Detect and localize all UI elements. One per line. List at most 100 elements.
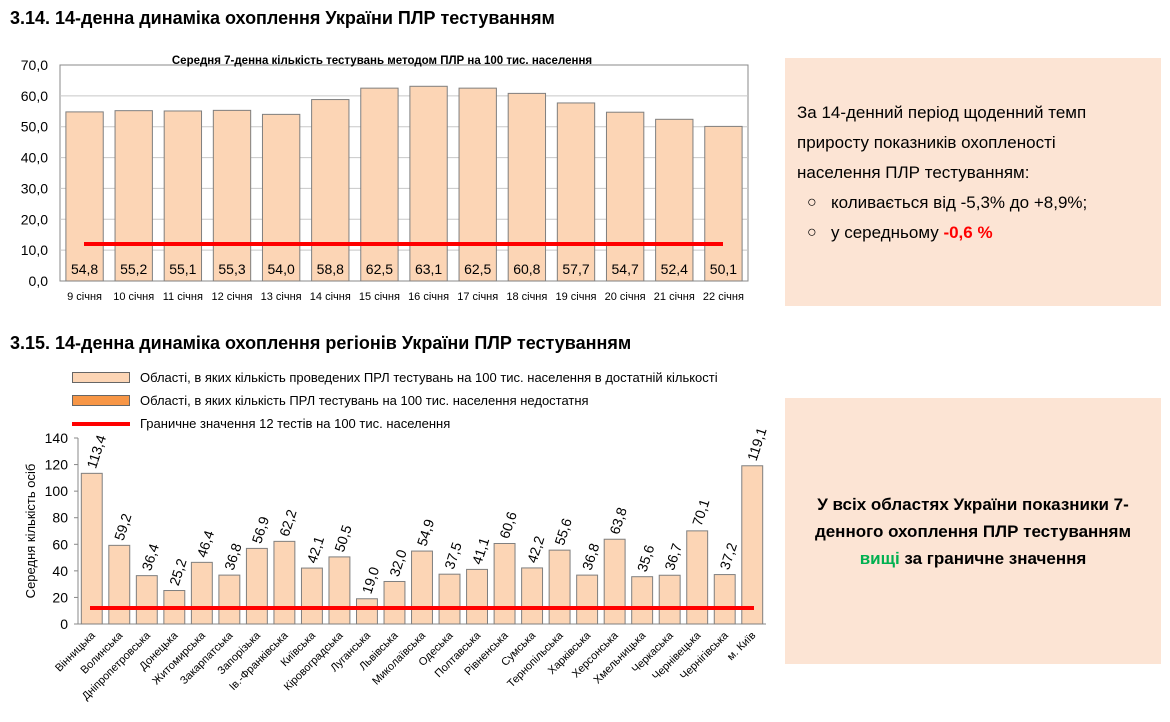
bar [360,87,399,282]
x-tick-label: 12 січня [212,291,253,303]
bar-value-label: 52,4 [661,261,688,277]
x-tick-label: 17 січня [457,291,498,303]
y-tick-label: 0,0 [29,273,49,289]
y-tick-label: 70,0 [21,57,48,73]
bar [493,542,516,625]
x-tick-label: м. Київ [725,630,758,663]
bar [603,538,626,625]
bar-value-label: 113,4 [83,433,109,470]
y-axis-label: Середня кількість осіб [23,464,38,599]
bar [704,125,743,282]
legend-item-insufficient: Області, в яких кількість ПРЛ тестувань … [72,393,589,408]
bar [605,111,645,282]
bar [190,561,213,625]
bar-value-label: 55,1 [169,261,196,277]
bar-value-label: 50,1 [710,261,737,277]
bar [686,530,709,625]
bullet-average-prefix: у середньому [831,223,944,242]
bar-value-label: 42,2 [524,534,548,565]
bar-value-label: 63,8 [606,505,630,536]
y-tick-label: 120 [45,457,69,473]
panel-regions-text: У всіх областях України показники 7-денн… [807,491,1139,572]
bar-value-label: 60,8 [513,261,540,277]
bar-value-label: 54,0 [268,261,295,277]
y-tick-label: 60 [52,536,68,552]
bar-value-label: 56,9 [249,514,273,545]
legend-item-threshold: Граничне значення 12 тестів на 100 тис. … [72,416,450,431]
legend-line-threshold [72,421,130,426]
y-tick-label: 80 [52,510,68,526]
bar [383,580,406,625]
chart-title: Середня 7-денна кількість тестувань мето… [172,55,592,67]
bar-value-label: 25,2 [166,556,190,587]
bar [458,87,497,282]
bar-value-label: 62,2 [276,507,300,538]
bar-value-label: 62,5 [366,261,393,277]
bar [409,85,448,282]
bar-value-label: 63,1 [415,261,442,277]
bar [521,567,544,625]
bar [356,598,378,625]
y-tick-label: 40,0 [21,150,48,166]
bullet-average: ○ у середньому -0,6 % [797,218,1143,248]
panel-regions-part2: за граничне значення [899,548,1087,568]
bar-value-label: 37,5 [441,540,465,571]
legend-item-sufficient: Області, в яких кількість проведених ПРЛ… [72,370,718,385]
bar [114,110,153,282]
bar [713,574,736,625]
bar-value-label: 36,7 [661,541,685,572]
bar [576,574,599,625]
bullet-range: ○ коливається від -5,3% до +8,9%; [797,188,1143,218]
x-tick-label: 10 січня [113,291,154,303]
bar-value-label: 36,4 [138,542,162,573]
summary-panel-regions: У всіх областях України показники 7-денн… [785,398,1161,664]
y-tick-label: 140 [45,430,69,446]
y-tick-label: 50,0 [21,119,48,135]
bar-value-label: 37,2 [716,540,740,571]
bar [507,92,547,282]
bar-value-label: 54,9 [414,517,438,548]
x-tick-label: 15 січня [359,291,400,303]
bar [261,113,301,282]
panel-regions-part1: У всіх областях України показники 7-денн… [814,494,1132,541]
bar-value-label: 46,4 [193,528,217,559]
bar [108,544,131,625]
y-tick-label: 60,0 [21,88,48,104]
bar [300,567,323,625]
bar-value-label: 35,6 [634,543,658,574]
x-tick-label: 9 січня [67,291,102,303]
bar-value-label: 42,1 [304,534,328,565]
bar [438,573,461,625]
x-tick-label: 16 січня [408,291,449,303]
bar [631,576,654,625]
chart-regional-coverage: 0 20 40 60 80 100 120 140 Середня кількість осіб… [23,425,770,702]
bar-value-label: 70,1 [689,497,713,528]
bar-value-label: 50,5 [331,523,355,554]
y-tick-label: 10,0 [21,242,48,258]
bar-value-label: 55,3 [218,261,245,277]
panel-regions-highlight: вищі [859,548,900,568]
legend-swatch-sufficient [72,372,130,383]
legend-label-insufficient: Області, в яких кількість ПРЛ тестувань … [140,393,589,408]
panel-intro-text: За 14-денний період щоденний темп прирос… [797,103,1087,182]
bar-value-label: 36,8 [579,541,603,572]
x-tick-label: 19 січня [556,291,597,303]
bar [212,109,252,282]
bar-value-label: 54,8 [71,261,98,277]
bar-value-label: 41,1 [469,535,493,566]
y-tick-label: 30,0 [21,180,48,196]
x-tick-label: 11 січня [163,291,203,303]
bar-value-label: 36,8 [221,541,245,572]
bar-value-label: 119,1 [744,425,770,462]
bullet-range-text: коливається від -5,3% до +8,9%; [831,193,1088,212]
bar [163,110,203,282]
x-tick-label: 22 січня [703,291,744,303]
bar [218,574,241,625]
bar [411,550,433,625]
bar [273,540,296,625]
legend-label-threshold: Граничне значення 12 тестів на 100 тис. … [140,416,451,431]
section-3-15-title: 3.15. 14-денна динаміка охоплення регіон… [10,333,632,353]
bullet-average-value: -0,6 % [943,223,993,242]
bar [741,465,764,625]
bar [655,118,694,282]
